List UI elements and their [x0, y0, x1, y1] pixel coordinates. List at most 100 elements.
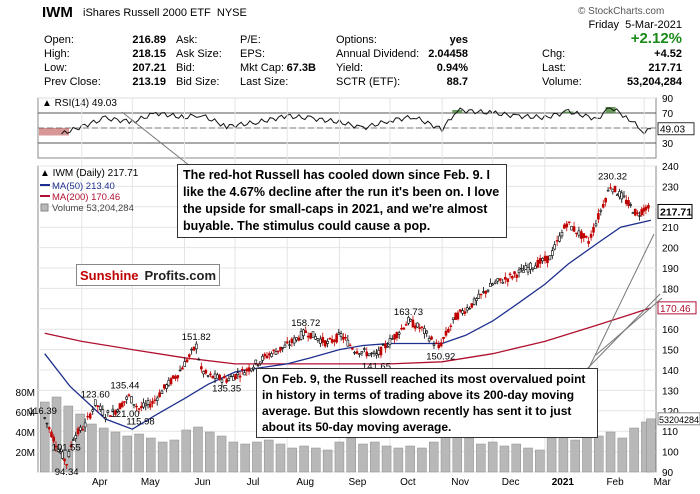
candle-body	[247, 367, 251, 372]
candle-body	[437, 344, 441, 348]
volume-legend: Volume 53,204,284	[52, 203, 134, 214]
ma50-legend: MA(50) 213.40	[52, 181, 115, 192]
volume-bar	[193, 426, 203, 473]
candle-body	[506, 278, 510, 283]
volume-bar	[464, 437, 474, 473]
candle-body	[367, 353, 371, 357]
candle-body	[65, 464, 68, 466]
volume-bar	[216, 435, 227, 473]
candle-body	[86, 415, 89, 418]
volume-bar	[181, 429, 191, 473]
candle-body	[304, 330, 308, 333]
quote-label: Volume:	[542, 76, 582, 88]
volume-bar	[358, 443, 368, 473]
volume-bar	[523, 447, 533, 473]
volume-bar	[252, 441, 262, 473]
candle-body	[536, 260, 540, 268]
candle-body	[425, 330, 429, 334]
candle-body	[575, 232, 578, 235]
candle-body	[321, 336, 325, 343]
price-extreme-label: 163.73	[394, 307, 423, 318]
candle-body	[397, 332, 401, 335]
candle-body	[265, 355, 269, 359]
candle-body	[541, 258, 544, 262]
annotation-bottom: On Feb. 9, the Russell reached its most …	[256, 368, 598, 438]
x-tick-label: Aug	[296, 477, 314, 488]
price-tick-label: 140	[662, 366, 679, 377]
candle-body	[346, 339, 350, 347]
rsi-last-box	[657, 122, 695, 136]
rsi-tick-label: 70	[662, 109, 674, 120]
price-tick-label: 200	[662, 244, 679, 255]
candle-body	[135, 405, 138, 408]
candle-body	[171, 375, 175, 379]
price-extreme-label: 123.60	[81, 389, 110, 400]
price-tick-label: 240	[662, 162, 679, 173]
volume-bar	[346, 437, 356, 473]
candle-body	[93, 399, 97, 406]
quote-value: 53,204,284	[626, 76, 682, 88]
annotation-pointer	[121, 111, 191, 167]
volume-bar	[287, 447, 298, 473]
candle-body	[517, 269, 521, 274]
candle-body	[314, 336, 317, 340]
candle-body	[99, 405, 102, 410]
candle-body	[582, 233, 586, 239]
volume-bar	[134, 433, 144, 473]
annotation-pointer	[583, 233, 655, 379]
quote-label: Annual Dividend:	[336, 48, 420, 60]
candle-body	[515, 274, 519, 278]
candle-body	[241, 368, 244, 371]
candle-body	[50, 431, 53, 438]
candle-body	[76, 428, 80, 435]
volume-bar	[322, 449, 333, 473]
candle-body	[279, 346, 282, 351]
volume-bar	[440, 435, 451, 473]
candle-body	[249, 368, 253, 372]
quote-label: Last Size:	[240, 76, 289, 88]
volume-bar	[476, 443, 486, 473]
candle-body	[61, 451, 64, 459]
quote-label: Last:	[542, 62, 566, 74]
candle-body	[463, 311, 467, 314]
candle-body	[572, 226, 576, 232]
volume-bar	[511, 443, 521, 473]
candle-body	[234, 373, 237, 379]
candle-body	[563, 224, 566, 229]
price-extreme-label: 141.65	[362, 362, 391, 373]
candle-body	[158, 392, 161, 398]
candle-body	[379, 346, 383, 356]
quote-label: Options:	[336, 34, 377, 46]
volume-bar	[146, 437, 156, 473]
rsi-oversold-fill	[39, 128, 69, 136]
volume-bar	[558, 433, 569, 473]
quote-label: Ask Size:	[176, 48, 222, 60]
volume-bar	[605, 431, 616, 473]
candle-body	[640, 209, 643, 216]
x-tick-label: Jun	[194, 477, 210, 488]
annotation-top: The red-hot Russell has cooled down sinc…	[177, 164, 507, 238]
candle-body	[216, 374, 219, 379]
candle-body	[553, 244, 557, 250]
price-tick-label: 160	[662, 325, 679, 336]
candle-body	[326, 341, 329, 344]
candle-body	[609, 187, 612, 189]
quote-label: High:	[44, 48, 70, 60]
candle-body	[104, 417, 107, 420]
candle-body	[220, 379, 224, 383]
candle-body	[622, 195, 626, 198]
candle-body	[386, 345, 389, 348]
price-tick-label: 90	[662, 468, 674, 479]
candle-body	[597, 213, 600, 220]
candle-body	[285, 341, 289, 344]
candle-body	[200, 366, 203, 370]
candle-body	[538, 258, 542, 264]
volume-bar	[593, 435, 604, 473]
watermark: © StockCharts.com	[578, 6, 665, 17]
candle-body	[633, 208, 637, 216]
price-tick-label: 100	[662, 448, 679, 459]
candle-body	[67, 451, 71, 457]
price-extreme-label: 116.39	[29, 406, 57, 417]
volume-bar	[405, 445, 415, 473]
volume-bar	[311, 447, 321, 473]
